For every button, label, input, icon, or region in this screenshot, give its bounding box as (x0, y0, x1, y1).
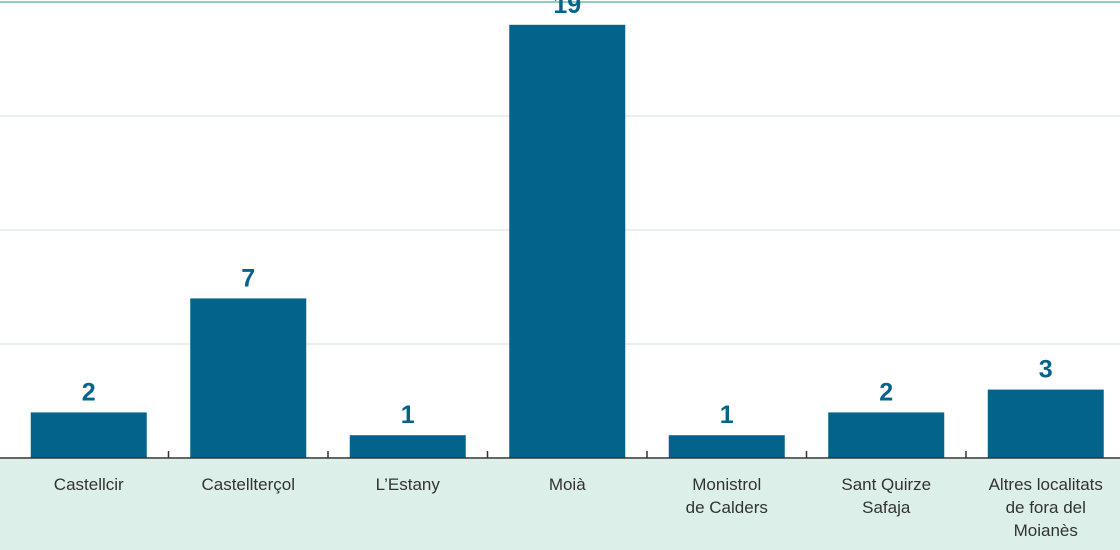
bar-0 (30, 412, 147, 458)
category-labels: Castellcir Castellterçol L’Estany Moià Monis… (54, 475, 1103, 540)
value-label-3: 19 (553, 0, 581, 19)
bar-1 (190, 298, 307, 458)
category-band (0, 459, 1120, 550)
category-label-5: Sant Quirze Safaja (841, 475, 931, 517)
category-label-line: Monistrol (692, 475, 761, 494)
category-label-line: Moianès (1014, 521, 1078, 540)
category-label-line: Castellcir (54, 475, 124, 494)
category-label-2: L’Estany (376, 475, 441, 494)
category-label-line: Moià (549, 475, 586, 494)
value-labels: 2 7 1 19 1 2 3 (82, 0, 1053, 429)
category-label-line: Castellterçol (201, 475, 295, 494)
category-label-line: Safaja (862, 498, 911, 517)
category-label-line: Sant Quirze (841, 475, 931, 494)
category-label-1: Castellterçol (201, 475, 295, 494)
value-label-5: 2 (879, 378, 893, 406)
x-axis-ticks (167, 451, 967, 458)
bars (30, 24, 1104, 459)
category-label-line: de fora del (1006, 498, 1086, 517)
category-label-3: Moià (549, 475, 586, 494)
category-label-line: de Calders (686, 498, 768, 517)
category-label-line: Altres localitats (989, 475, 1103, 494)
category-label-line: L’Estany (376, 475, 441, 494)
value-label-4: 1 (720, 401, 734, 429)
category-label-6: Altres localitats de fora del Moianès (989, 475, 1103, 540)
value-label-0: 2 (82, 378, 96, 406)
category-label-0: Castellcir (54, 475, 124, 494)
value-label-6: 3 (1039, 356, 1053, 384)
bar-2 (349, 435, 466, 458)
bar-5 (828, 412, 945, 458)
bar-6 (987, 389, 1104, 458)
bar-3 (509, 24, 626, 459)
bar-4 (668, 435, 785, 458)
category-label-4: Monistrol de Calders (686, 475, 768, 517)
value-label-2: 1 (401, 401, 415, 429)
value-label-1: 7 (241, 264, 255, 292)
